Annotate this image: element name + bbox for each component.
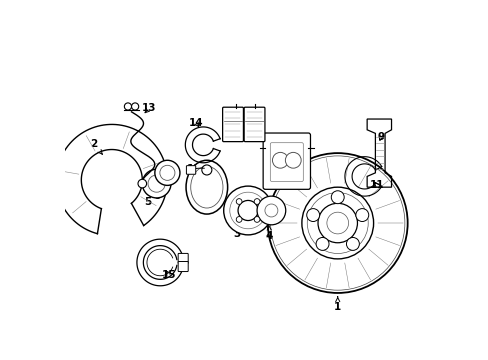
- Circle shape: [301, 187, 373, 259]
- Ellipse shape: [185, 160, 227, 214]
- Circle shape: [202, 165, 211, 175]
- Circle shape: [306, 208, 319, 221]
- Text: 1: 1: [333, 297, 341, 312]
- Circle shape: [267, 153, 407, 293]
- Text: 7: 7: [210, 198, 221, 210]
- Text: 11: 11: [369, 180, 384, 190]
- FancyBboxPatch shape: [222, 107, 243, 141]
- FancyBboxPatch shape: [186, 166, 195, 174]
- Circle shape: [238, 201, 258, 221]
- Text: 2: 2: [90, 139, 102, 154]
- Text: 10: 10: [223, 118, 237, 128]
- Text: 14: 14: [188, 118, 203, 128]
- Circle shape: [272, 152, 287, 168]
- Circle shape: [317, 203, 357, 243]
- Circle shape: [306, 193, 367, 253]
- Circle shape: [160, 165, 175, 180]
- Circle shape: [355, 208, 368, 221]
- Circle shape: [229, 192, 266, 229]
- Text: 5: 5: [144, 192, 155, 207]
- Text: 13: 13: [142, 103, 156, 113]
- FancyBboxPatch shape: [263, 133, 310, 189]
- Circle shape: [138, 179, 146, 188]
- FancyBboxPatch shape: [270, 143, 303, 181]
- FancyBboxPatch shape: [178, 253, 188, 264]
- Circle shape: [236, 199, 242, 204]
- Circle shape: [270, 156, 404, 290]
- Circle shape: [346, 238, 359, 250]
- Text: 9: 9: [376, 132, 384, 142]
- Circle shape: [257, 196, 285, 225]
- Circle shape: [148, 175, 165, 192]
- Circle shape: [264, 204, 277, 217]
- Text: 15: 15: [162, 270, 176, 280]
- Text: 4: 4: [265, 225, 273, 240]
- Circle shape: [124, 103, 131, 110]
- Circle shape: [326, 212, 348, 234]
- Text: 3: 3: [233, 227, 244, 239]
- FancyBboxPatch shape: [178, 261, 188, 271]
- Circle shape: [131, 103, 139, 110]
- Text: 6: 6: [153, 188, 161, 201]
- Text: 8: 8: [276, 161, 284, 174]
- Circle shape: [236, 217, 242, 222]
- Circle shape: [223, 186, 272, 235]
- Circle shape: [254, 217, 260, 222]
- Circle shape: [254, 199, 260, 204]
- Circle shape: [330, 191, 344, 204]
- Ellipse shape: [190, 166, 223, 208]
- Circle shape: [315, 238, 328, 250]
- Circle shape: [285, 152, 301, 168]
- Text: 12: 12: [187, 164, 201, 174]
- FancyBboxPatch shape: [244, 107, 264, 141]
- Circle shape: [155, 160, 180, 185]
- Circle shape: [142, 169, 171, 198]
